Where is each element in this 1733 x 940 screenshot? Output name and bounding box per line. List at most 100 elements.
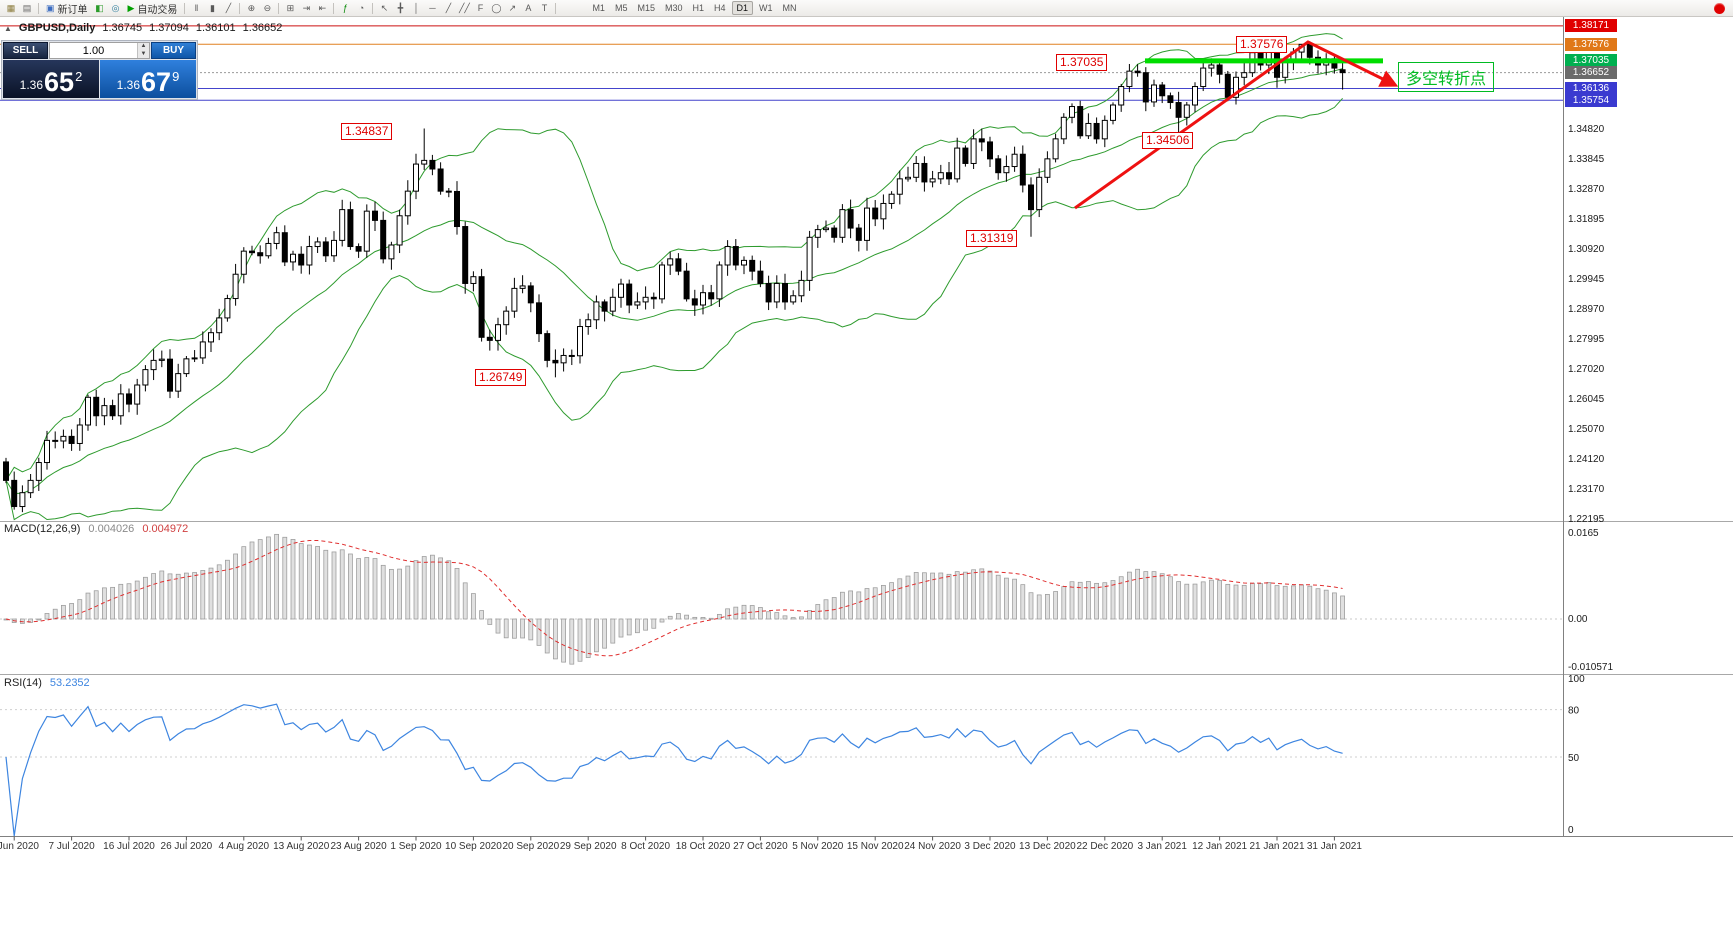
- candle-body: [60, 435, 67, 442]
- market-watch-button[interactable]: ◧: [92, 2, 108, 15]
- macd-signal-line: [5, 540, 1343, 657]
- macd-histogram-bar: [1241, 584, 1247, 620]
- macd-histogram-bar: [1282, 585, 1288, 620]
- candle-body: [1003, 166, 1010, 174]
- timeframe-m5[interactable]: M5: [614, 3, 628, 13]
- macd-histogram-bar: [692, 616, 698, 620]
- timeframe-w1[interactable]: W1: [759, 3, 773, 13]
- text-label-button[interactable]: T: [536, 2, 552, 15]
- price-tag-1.36136: 1.36136: [1565, 82, 1617, 95]
- toolbar-separator: [372, 2, 374, 14]
- horizontal-line-button[interactable]: ─: [424, 2, 440, 15]
- candle-body: [568, 354, 575, 357]
- macd-histogram-bar: [85, 592, 91, 620]
- timeframe-m30[interactable]: M30: [664, 3, 683, 13]
- candlestick-chart-button[interactable]: ▮: [204, 2, 220, 15]
- zoom-out-button[interactable]: ⊖: [259, 2, 275, 15]
- volume-down-icon[interactable]: ▼: [138, 50, 149, 58]
- one-click-collapse-icon[interactable]: ▲: [4, 23, 12, 33]
- timeframe-h1[interactable]: H1: [692, 3, 705, 13]
- macd-histogram-bar: [848, 590, 853, 620]
- trend-arrow[interactable]: [1074, 40, 1399, 210]
- macd-histogram-bar: [667, 615, 673, 620]
- text-button[interactable]: A: [520, 2, 536, 15]
- sell-button[interactable]: SELL: [3, 42, 48, 59]
- price-annotation-1.31319[interactable]: 1.31319: [966, 230, 1018, 247]
- candle-body: [905, 176, 911, 180]
- trendline-button[interactable]: ╱: [440, 2, 456, 15]
- turning-point-note[interactable]: 多空转折点: [1398, 62, 1495, 92]
- candle-body: [1175, 102, 1182, 118]
- shapes-button[interactable]: ◯: [488, 2, 504, 15]
- profiles-button[interactable]: ▤: [19, 2, 35, 15]
- macd-histogram-bar: [126, 583, 132, 620]
- cycles-button[interactable]: ◔: [353, 2, 369, 15]
- macd-histogram-bar: [454, 568, 460, 620]
- rsi-scale-label: 100: [1568, 674, 1585, 685]
- arrows-button[interactable]: ↗: [504, 2, 520, 15]
- macd-histogram-bar: [512, 618, 517, 639]
- line-chart-button[interactable]: ╱: [220, 2, 236, 15]
- indicators-button[interactable]: ƒ: [337, 2, 353, 15]
- rsi-label: RSI(14) 53.2352: [4, 677, 90, 689]
- volume-up-icon[interactable]: ▲: [138, 43, 149, 51]
- macd-histogram-bar: [1045, 594, 1050, 620]
- zoom-in-button[interactable]: ⊕: [243, 2, 259, 15]
- tile-windows-button[interactable]: ⊞: [282, 2, 298, 15]
- timeframe-d1[interactable]: D1: [731, 1, 754, 15]
- vertical-line-button[interactable]: │: [408, 2, 424, 15]
- macd-histogram-bar: [438, 557, 443, 620]
- price-annotation-1.37035[interactable]: 1.37035: [1056, 54, 1108, 71]
- macd-histogram-bar: [872, 587, 878, 620]
- trendline-icon: ╱: [445, 2, 452, 13]
- macd-histogram-bar: [610, 618, 616, 644]
- volume-input[interactable]: [50, 43, 137, 58]
- cursor-button[interactable]: ↖: [376, 2, 392, 15]
- macd-histogram-bar: [495, 618, 501, 634]
- buy-button[interactable]: BUY: [151, 42, 196, 59]
- timeframe-m1[interactable]: M1: [592, 3, 605, 13]
- timeframe-h4[interactable]: H4: [714, 3, 726, 13]
- candle-body: [634, 301, 641, 306]
- channel-button[interactable]: ╱╱: [456, 2, 472, 15]
- chart-shift-button[interactable]: ⇤: [314, 2, 330, 15]
- price-annotation-1.37576[interactable]: 1.37576: [1236, 36, 1288, 53]
- macd-histogram-bar: [979, 568, 985, 620]
- bollinger-lower-band[interactable]: [5, 97, 1343, 521]
- candle-body: [331, 239, 337, 257]
- macd-histogram-bar: [963, 571, 968, 620]
- buy-price-display[interactable]: 1.36 67 9: [100, 60, 196, 98]
- macd-histogram-bar: [643, 618, 648, 631]
- price-annotation-1.26749[interactable]: 1.26749: [475, 369, 527, 386]
- macd-histogram-bar: [1094, 582, 1099, 620]
- fibonacci-button[interactable]: F: [472, 2, 488, 15]
- bar-chart-button[interactable]: ‖: [188, 2, 204, 15]
- price-annotation-1.34506[interactable]: 1.34506: [1142, 132, 1194, 149]
- notification-badge-icon[interactable]: [1714, 2, 1725, 14]
- new-order-button[interactable]: ▣ 新订单: [42, 2, 92, 16]
- price-tick-label: 1.31895: [1568, 214, 1605, 225]
- price-tag-1.36652: 1.36652: [1565, 66, 1617, 80]
- timeframe-mn[interactable]: MN: [782, 3, 797, 13]
- new-chart-button[interactable]: ▦: [3, 2, 19, 15]
- macd-histogram-bar: [479, 610, 484, 620]
- auto-trading-button[interactable]: ▶ 自动交易: [124, 2, 182, 16]
- sell-price-display[interactable]: 1.36 65 2: [3, 60, 99, 98]
- candle-body: [716, 264, 723, 300]
- candle-body: [76, 424, 83, 444]
- candle-body: [1077, 106, 1084, 137]
- price-tick-label: 1.30920: [1568, 244, 1605, 255]
- macd-histogram-bar: [364, 557, 370, 620]
- candle-body: [880, 202, 887, 220]
- candle-body: [864, 207, 870, 241]
- auto-scroll-button[interactable]: ⇥: [298, 2, 314, 15]
- timeframe-m15[interactable]: M15: [637, 3, 655, 13]
- navigator-button[interactable]: ◎: [108, 2, 124, 15]
- candle-body: [265, 242, 272, 257]
- price-tick-label: 1.27995: [1568, 334, 1605, 345]
- bollinger-middle-band[interactable]: [5, 68, 1343, 495]
- rsi-name: RSI(14): [4, 677, 42, 689]
- crosshair-button[interactable]: ╋: [392, 2, 408, 15]
- price-annotation-1.34837[interactable]: 1.34837: [341, 123, 393, 140]
